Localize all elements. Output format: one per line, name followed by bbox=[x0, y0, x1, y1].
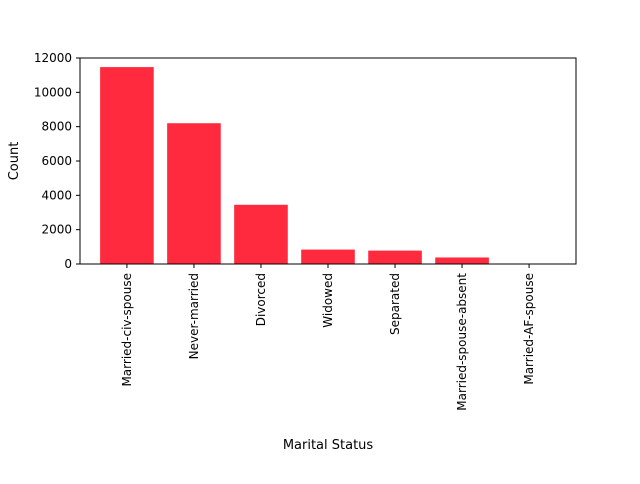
x-axis: Married-civ-spouse Never-married Divorced W… bbox=[120, 264, 536, 411]
x-tick-label: Married-civ-spouse bbox=[120, 273, 134, 387]
bar-widowed bbox=[301, 250, 355, 264]
y-tick-label: 8000 bbox=[41, 120, 72, 134]
x-tick-label: Married-spouse-absent bbox=[455, 273, 469, 411]
bar-never-married bbox=[167, 123, 221, 264]
y-tick-label: 2000 bbox=[41, 223, 72, 237]
y-axis: 0 2000 4000 6000 8000 10000 12000 bbox=[34, 51, 80, 271]
y-tick-label: 6000 bbox=[41, 154, 72, 168]
plot-frame bbox=[80, 58, 576, 264]
y-tick-label: 4000 bbox=[41, 188, 72, 202]
y-axis-label: Count bbox=[7, 142, 22, 181]
bar-married-civ-spouse bbox=[100, 67, 154, 264]
bar-divorced bbox=[234, 205, 288, 264]
x-tick-label: Married-AF-spouse bbox=[522, 273, 536, 385]
x-tick-label: Never-married bbox=[187, 273, 201, 359]
bars-layer bbox=[100, 67, 556, 264]
x-tick-label: Widowed bbox=[321, 273, 335, 328]
y-tick-label: 0 bbox=[64, 257, 72, 271]
x-tick-label: Divorced bbox=[254, 273, 268, 326]
bar-separated bbox=[368, 251, 422, 264]
x-tick-label: Separated bbox=[388, 273, 402, 335]
y-tick-label: 10000 bbox=[34, 85, 72, 99]
y-tick-label: 12000 bbox=[34, 51, 72, 65]
x-axis-label: Marital Status bbox=[283, 438, 374, 453]
bar-married-spouse-absent bbox=[435, 257, 489, 264]
